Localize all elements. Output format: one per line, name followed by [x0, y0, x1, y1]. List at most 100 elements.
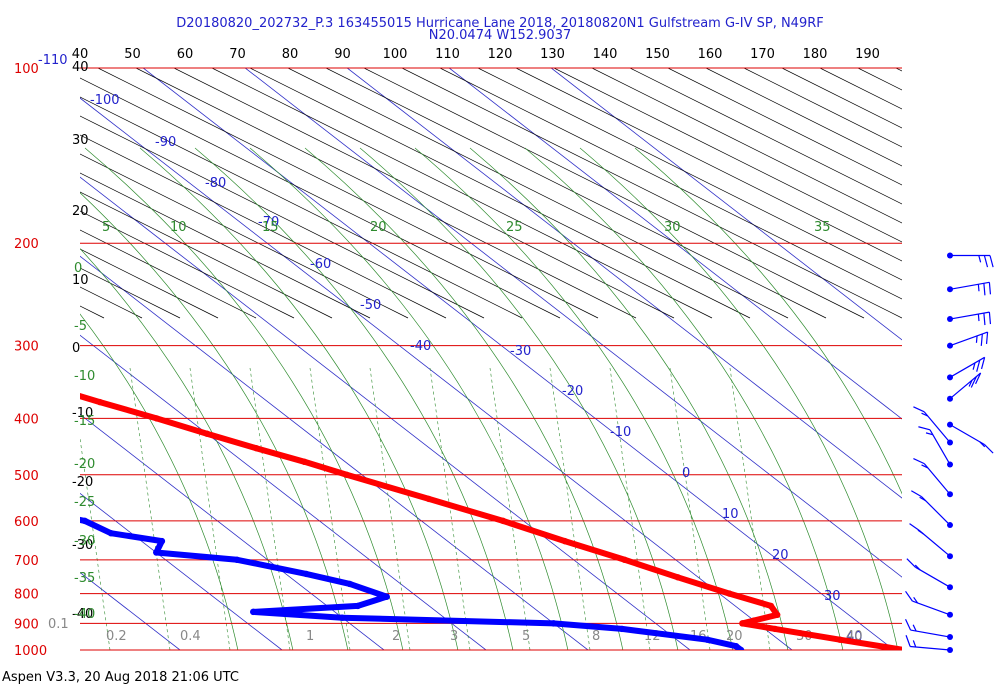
grid-layer [80, 68, 1000, 650]
dewpoint-data-point [704, 636, 711, 643]
chart-subtitle: N20.0474 W152.9037 [428, 28, 572, 43]
adiabat-line [304, 147, 624, 650]
dewpoint-data-point [354, 602, 361, 610]
wind-barb-staff [949, 311, 990, 320]
saturation-line [80, 153, 409, 319]
isotherm-label: -110 [38, 53, 68, 68]
wind-barb-flag [912, 640, 917, 648]
wind-barb-flag [913, 406, 925, 413]
wind-barb-station-dot [947, 584, 953, 591]
wind-barb-station-dot [947, 316, 953, 323]
adiabat-line [524, 147, 844, 650]
wind-barb-staff [949, 281, 990, 290]
chart-title: D20180820_202732_P.3 163455015 Hurricane… [176, 16, 824, 31]
isotherm-label: -90 [155, 135, 176, 150]
dewpoint-data-point [550, 620, 557, 627]
dewpoint-data-point [383, 593, 390, 600]
wind-barb-flag [988, 282, 992, 295]
pressure-tick-label: 100 [14, 62, 39, 77]
wind-barb-station-dot [947, 553, 953, 560]
saturation-line [80, 77, 561, 319]
saturation-line [439, 68, 902, 300]
dewpoint-data-point [81, 517, 89, 525]
isotherm-label: -100 [90, 93, 120, 108]
moist-adiabat-label: -25 [74, 495, 95, 510]
top-axis-tick-label: 150 [645, 47, 670, 62]
saturation-line [591, 68, 902, 224]
wind-barb-flag [925, 432, 933, 436]
isotherm-line [550, 68, 902, 341]
dewpoint-data-point [107, 530, 115, 537]
wind-barb-flag [983, 255, 989, 268]
top-axis-tick-label: 190 [855, 47, 880, 62]
wind-barb [947, 281, 992, 296]
saturation-line [80, 210, 295, 319]
isotherm-line [80, 334, 487, 650]
top-axis-tick-label: 80 [282, 47, 299, 62]
saturation-line [972, 68, 1000, 318]
wind-barb-flag [917, 529, 924, 535]
wind-barb-station-dot [947, 374, 953, 381]
wind-barb-station-dot [947, 395, 953, 402]
saturation-line [80, 248, 219, 319]
wind-barb [905, 635, 953, 653]
wind-barb-staff [921, 496, 951, 526]
isotherm-label: -40 [410, 339, 431, 354]
wind-barb-staff [918, 530, 951, 557]
wind-barb-flag [919, 496, 926, 502]
wind-barb-flag [980, 333, 983, 346]
wind-barb-staff [949, 356, 985, 378]
top-axis-tick-label: 130 [540, 47, 565, 62]
temperature-data-point [343, 471, 350, 479]
moist-adiabat-label: -15 [74, 414, 95, 429]
adiabat-line [634, 147, 902, 495]
wind-barb [913, 406, 953, 446]
temperature-profile-line [80, 392, 902, 650]
pressure-tick-label: 800 [14, 588, 39, 603]
isotherm-line [244, 68, 902, 578]
top-axis-tick-label: 100 [383, 47, 408, 62]
temperature-data-point [674, 574, 681, 581]
moist-adiabat-label: -30 [74, 534, 95, 549]
mixing-ratio-line [669, 367, 711, 650]
wind-barb [906, 558, 953, 591]
pressure-tick-label: 500 [14, 469, 39, 484]
wind-barb-layer [904, 252, 994, 653]
saturation-line [80, 115, 485, 319]
top-axis-tick-label: 40 [72, 47, 89, 62]
wind-barb-flag [975, 372, 982, 385]
pressure-tick-label: 1000 [14, 644, 47, 659]
pressure-tick-label: 600 [14, 515, 39, 530]
top-axis-tick-label: 170 [750, 47, 775, 62]
wind-barb-flag [976, 359, 981, 372]
left-axis-tick-label: -40 [72, 607, 93, 622]
wind-barb-flag [905, 590, 913, 602]
wind-barb-flag [913, 457, 925, 465]
saturation-line [401, 68, 902, 319]
pressure-tick-label: 200 [14, 237, 39, 252]
dewpoint-data-point [158, 537, 166, 545]
saturation-line [629, 68, 902, 205]
isotherm-line [346, 68, 902, 499]
wind-barb [905, 590, 953, 618]
left-axis-tick-label: 30 [72, 133, 89, 148]
mixing-ratio-label: 2 [392, 629, 400, 644]
left-axis-tick-label: 0 [72, 341, 80, 356]
mixing-ratio-label: 0.2 [106, 629, 127, 644]
pressure-tick-label: 700 [14, 554, 39, 569]
wind-barb-flag [968, 379, 973, 387]
wind-barb [913, 457, 953, 498]
wind-barb-staff [923, 463, 951, 495]
saturation-line [211, 68, 713, 319]
saturation-line [895, 68, 902, 72]
temperature-data-point [726, 590, 733, 597]
dewpoint-data-point [732, 642, 740, 650]
saturation-line [743, 68, 902, 148]
saturation-line [553, 68, 902, 243]
temperature-data-point [96, 398, 104, 406]
left-axis-tick-label: 10 [72, 273, 89, 288]
isotherm-line [80, 413, 385, 650]
temperature-data-point [253, 444, 260, 452]
wind-barb-flag [988, 312, 992, 325]
